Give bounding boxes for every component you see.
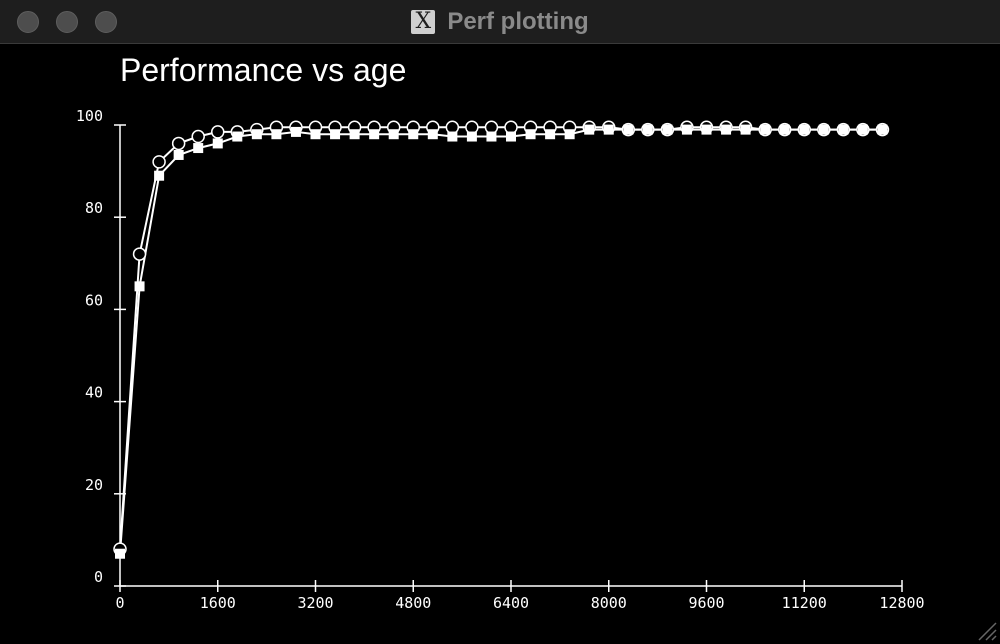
series-2-point: [310, 129, 321, 140]
series-2-point: [134, 281, 145, 292]
series-2-point: [642, 124, 653, 135]
series-2-point: [525, 129, 536, 140]
series-2-point: [408, 129, 419, 140]
series-2-point: [193, 143, 204, 154]
x-tick-label: 3200: [297, 594, 333, 612]
series-1-point: [171, 136, 186, 151]
x-tick-label: 9600: [688, 594, 724, 612]
series-2-point: [701, 124, 712, 135]
series-1-point: [191, 129, 205, 144]
series-2-point: [584, 124, 595, 135]
series-1-point: [484, 120, 499, 135]
series-2-point: [799, 124, 810, 135]
series-1-point: [504, 120, 518, 135]
series-2-point: [251, 129, 262, 140]
series-2-point: [330, 129, 341, 140]
series-2-point: [271, 129, 282, 140]
series-1-point: [445, 120, 460, 135]
y-tick-label: 0: [94, 568, 103, 586]
y-tick-label: 60: [85, 291, 103, 309]
series-2-point: [721, 124, 732, 135]
resize-grip-icon[interactable]: [975, 619, 997, 641]
x-tick-label: 1600: [200, 594, 236, 612]
series-2-point: [740, 124, 751, 135]
y-tick-label: 100: [76, 107, 103, 125]
y-tick-label: 40: [85, 384, 103, 402]
series-2-point: [115, 548, 125, 559]
series-2-point: [662, 124, 673, 135]
series-2-line: [119, 128, 883, 554]
x-tick-label: 12800: [879, 594, 924, 612]
series-1-line: [119, 126, 883, 550]
series-2-point: [779, 124, 790, 135]
window-title: Perf plotting: [447, 8, 589, 35]
series-2-point: [877, 124, 888, 135]
series-2-point: [447, 131, 458, 142]
series-2-point: [857, 124, 868, 135]
zoom-window-button[interactable]: [95, 11, 117, 33]
series-2-point: [349, 129, 360, 140]
chart-title: Performance vs age: [120, 52, 407, 88]
series-2-point: [369, 129, 380, 140]
minimize-window-button[interactable]: [56, 11, 78, 33]
y-tick-label: 80: [85, 199, 103, 217]
series-2-point: [232, 131, 243, 142]
y-tick-label: 20: [85, 476, 103, 494]
series-1-point: [132, 247, 147, 261]
x-tick-label: 6400: [493, 594, 529, 612]
series-2-point: [681, 124, 692, 135]
series-2-point: [564, 129, 575, 140]
x-tick-label: 11200: [782, 594, 827, 612]
x-tick-label: 0: [115, 594, 124, 612]
series-2-point: [427, 129, 438, 140]
series-2-point: [818, 124, 829, 135]
series-2-point: [154, 170, 165, 181]
x-tick-label: 4800: [395, 594, 431, 612]
title-wrap: X Perf plotting: [0, 0, 1000, 44]
series-2-point: [545, 129, 556, 140]
series-2-point: [466, 131, 477, 142]
series-1-point: [211, 125, 225, 139]
series-2-point: [623, 124, 634, 135]
title-bar[interactable]: X Perf plotting: [0, 0, 1000, 44]
series-2-point: [760, 124, 771, 135]
series-2-point: [173, 149, 184, 160]
series-2-point: [506, 131, 516, 142]
x11-icon: X: [411, 10, 436, 34]
series-1-point: [152, 155, 166, 169]
x-tick-label: 8000: [591, 594, 627, 612]
series-2-point: [388, 129, 399, 140]
series-2-point: [486, 131, 497, 142]
series-2-point: [603, 124, 614, 135]
series-2-point: [212, 138, 223, 149]
series-2-point: [290, 126, 301, 137]
series-1-point: [465, 120, 479, 135]
close-window-button[interactable]: [17, 11, 39, 33]
series-2-point: [838, 124, 849, 135]
